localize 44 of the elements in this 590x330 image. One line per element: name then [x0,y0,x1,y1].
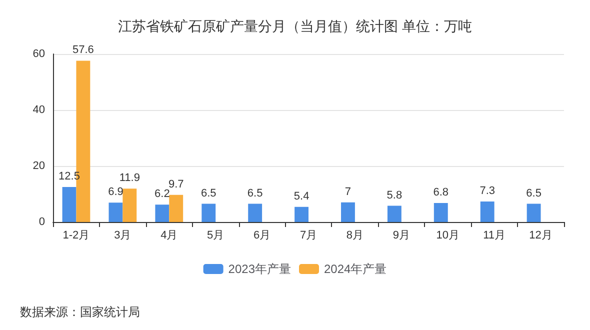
chart-title: 江苏省铁矿石原矿产量分月（当月值）统计图 单位：万吨 [118,18,472,34]
bar [526,204,541,222]
y-tick-label: 40 [32,104,45,116]
bar [62,187,76,222]
data-label: 57.6 [72,44,94,56]
bar [480,202,494,222]
x-tick-label: 8月 [346,230,364,242]
bar [169,194,184,222]
bar [202,204,216,222]
y-tick-label: 60 [32,48,45,60]
legend-label: 2023年产量 [228,262,292,276]
bar [108,202,123,222]
bar [341,202,355,222]
x-tick-label: 3月 [114,230,132,242]
data-label: 6.2 [154,188,170,200]
bar [294,206,308,222]
bar [122,188,137,222]
data-label: 11.9 [119,172,140,184]
data-label: 6.5 [200,187,216,200]
bar [434,202,448,222]
x-tick-label: 11月 [483,230,506,242]
x-tick-label: 6月 [253,230,271,242]
y-tick-label: 0 [38,216,45,228]
bar [387,206,402,222]
data-label: 5.8 [386,189,402,202]
source-note: 数据来源：国家统计局 [20,305,140,319]
legend-label: 2024年产量 [324,262,387,276]
data-label: 5.4 [294,190,310,202]
x-tick-label: 5月 [207,230,224,242]
x-tick-label: 1-2月 [62,230,90,242]
data-label: 6.5 [526,187,542,200]
bar [248,204,262,222]
x-tick-label: 7月 [300,230,318,242]
bar [155,204,170,222]
x-tick-label: 10月 [436,230,460,242]
data-label: 6.5 [247,187,263,200]
x-tick-label: 9月 [392,230,410,242]
data-label: 7.3 [480,185,495,198]
y-tick-label: 20 [32,160,45,172]
data-label: 6.8 [433,186,449,198]
x-tick-label: 4月 [160,230,178,242]
data-label: 7 [344,186,352,198]
data-label: 9.7 [168,178,184,190]
x-tick-label: 12月 [529,230,552,242]
